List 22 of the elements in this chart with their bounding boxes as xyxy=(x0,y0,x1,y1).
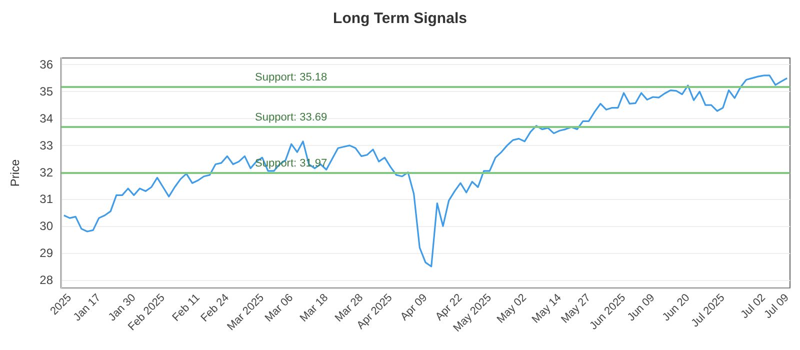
line-series xyxy=(63,74,788,268)
y-tick-label: 35 xyxy=(40,84,54,99)
x-tick-label: Jun 20 xyxy=(660,292,692,324)
ref-line-label: Support: 35.18 xyxy=(255,71,328,84)
x-tick-label: Mar 06 xyxy=(262,292,296,324)
x-tick-label: Jan 17 xyxy=(71,292,104,324)
chart-title: Long Term Signals xyxy=(333,10,467,27)
y-axis-title: Price xyxy=(8,159,22,187)
y-tick-label: 34 xyxy=(40,112,54,126)
x-tick-label: Jun 09 xyxy=(625,292,658,324)
y-tick-label: 33 xyxy=(40,138,54,152)
x-tick-label: Feb 24 xyxy=(198,292,232,324)
y-tick-label: 31 xyxy=(40,192,54,206)
x-tick-label: Mar 18 xyxy=(298,292,331,324)
x-tick-label: May 02 xyxy=(494,292,529,326)
y-tick-label: 29 xyxy=(40,246,54,260)
y-tick-label: 28 xyxy=(40,272,54,287)
y-tick-label: 32 xyxy=(40,165,54,180)
ref-line-label: Support: 33.69 xyxy=(255,111,328,124)
y-tick-label: 30 xyxy=(40,219,54,234)
y-tick-label: 36 xyxy=(40,58,54,72)
x-tick-label: Apr 09 xyxy=(398,292,430,324)
